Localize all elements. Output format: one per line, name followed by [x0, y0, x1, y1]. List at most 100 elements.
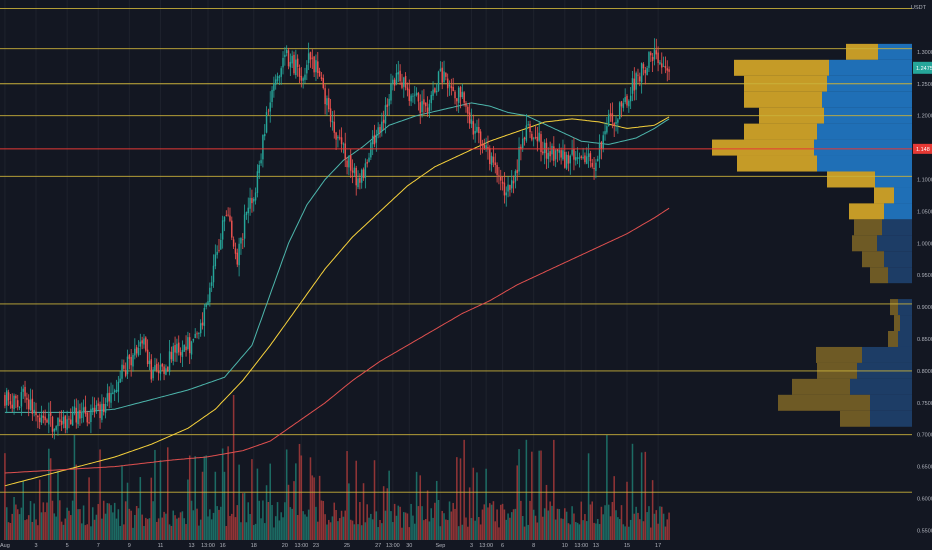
- volume-bar: [176, 518, 178, 540]
- candle-body: [284, 54, 286, 57]
- volume-profile-bar: [884, 203, 912, 220]
- candle-body: [476, 126, 478, 132]
- candle-body: [75, 407, 78, 423]
- candle-body: [212, 265, 215, 283]
- candle-body: [86, 412, 88, 423]
- volume-bar: [55, 516, 57, 540]
- volume-bar: [626, 481, 628, 540]
- candle-body: [196, 333, 198, 335]
- volume-bar: [170, 525, 173, 540]
- candle-body: [90, 408, 92, 423]
- last-price-marker[interactable]: [913, 61, 932, 74]
- volume-profile-bar: [817, 123, 912, 140]
- volume-bar: [225, 525, 228, 540]
- candle-body: [249, 197, 251, 209]
- candle-body: [16, 400, 19, 408]
- candle-body: [49, 412, 52, 416]
- volume-bar: [335, 509, 337, 540]
- volume-bar: [291, 508, 293, 540]
- volume-bar: [490, 504, 493, 540]
- volume-bar: [249, 514, 251, 540]
- time-axis[interactable]: Aug 3 5 7 9 11 13 13:00 16 18 20 13:00 23 25 27 13:00 30…: [0, 543, 661, 549]
- last-price-marker-value: 1.2475: [916, 66, 932, 72]
- volume-bar: [487, 507, 489, 540]
- candle-body: [66, 419, 68, 430]
- candle-body: [73, 406, 76, 414]
- candle-body: [121, 364, 123, 379]
- candle-body: [505, 192, 507, 196]
- candle-body: [340, 137, 343, 145]
- volume-profile-bar: [890, 299, 898, 316]
- price-tick-label: 1.0500: [917, 209, 932, 215]
- volume-bar: [558, 509, 561, 540]
- volume-bar: [300, 455, 303, 540]
- volume-bar: [38, 479, 41, 540]
- volume-bar: [5, 507, 8, 540]
- volume-bar: [569, 524, 572, 540]
- candle-body: [194, 333, 196, 339]
- volume-bar: [532, 509, 535, 540]
- time-tick-label: Aug: [0, 543, 10, 549]
- volume-bar: [53, 513, 56, 540]
- volume-bar: [331, 516, 334, 540]
- volume-bar: [492, 501, 495, 540]
- volume-bar: [531, 451, 533, 540]
- volume-bar: [221, 448, 224, 540]
- volume-bar: [450, 511, 453, 540]
- volume-bar: [258, 500, 261, 540]
- candle-body: [584, 155, 586, 163]
- candle-body: [565, 154, 568, 169]
- candle-body: [263, 134, 266, 137]
- price-tick-label: 0.5500: [917, 528, 932, 534]
- volume-bar: [648, 506, 650, 540]
- volume-bar: [161, 517, 164, 540]
- volume-bar: [337, 521, 339, 540]
- price-tick-label: 1.1000: [917, 177, 932, 183]
- volume-bar: [344, 510, 347, 540]
- candle-body: [64, 415, 67, 429]
- volume-bar: [445, 519, 447, 540]
- volume-bar: [370, 513, 372, 540]
- volume-bar: [284, 502, 286, 540]
- price-axis-unit: USDT: [911, 5, 927, 11]
- candle-body: [329, 108, 332, 122]
- volume-bar: [575, 522, 577, 540]
- volume-bar: [567, 523, 570, 540]
- candle-body: [635, 73, 637, 90]
- volume-bar: [190, 500, 193, 540]
- candle-body: [33, 409, 35, 413]
- volume-profile-bar: [712, 139, 814, 156]
- support-resistance-lines[interactable]: [0, 8, 912, 493]
- candle-body: [31, 398, 34, 414]
- candle-body: [543, 142, 546, 154]
- volume-bar: [499, 504, 502, 540]
- volume-profile-bar: [874, 187, 894, 204]
- candle-body: [71, 412, 74, 426]
- volume-bar: [159, 460, 162, 540]
- volume-bar: [295, 463, 297, 540]
- volume-bar: [231, 513, 233, 540]
- volume-bar: [324, 514, 326, 540]
- candle-body: [57, 418, 59, 427]
- current-price-tag[interactable]: [913, 143, 932, 154]
- volume-bar: [9, 522, 12, 540]
- volume-bar: [198, 525, 200, 540]
- volume-bar: [413, 523, 416, 540]
- candle-body: [388, 98, 390, 106]
- volume-bar: [580, 501, 583, 540]
- price-axis[interactable]: USDT1.30001.25001.20001.15001.10001.0500…: [911, 5, 932, 534]
- volume-profile-bar: [846, 43, 878, 60]
- volume-bar: [617, 517, 619, 540]
- candle-body: [615, 121, 617, 124]
- candle-body: [498, 175, 500, 177]
- volume-bar: [421, 506, 423, 540]
- volume-bar: [543, 508, 546, 540]
- price-tick-label: 1.2000: [917, 114, 932, 120]
- volume-bar: [192, 510, 195, 540]
- candle-body: [412, 95, 414, 97]
- volume-profile-bar: [849, 203, 884, 220]
- volume-profile-bar: [862, 346, 912, 363]
- candle-body: [40, 415, 43, 423]
- volume-bar: [593, 522, 595, 540]
